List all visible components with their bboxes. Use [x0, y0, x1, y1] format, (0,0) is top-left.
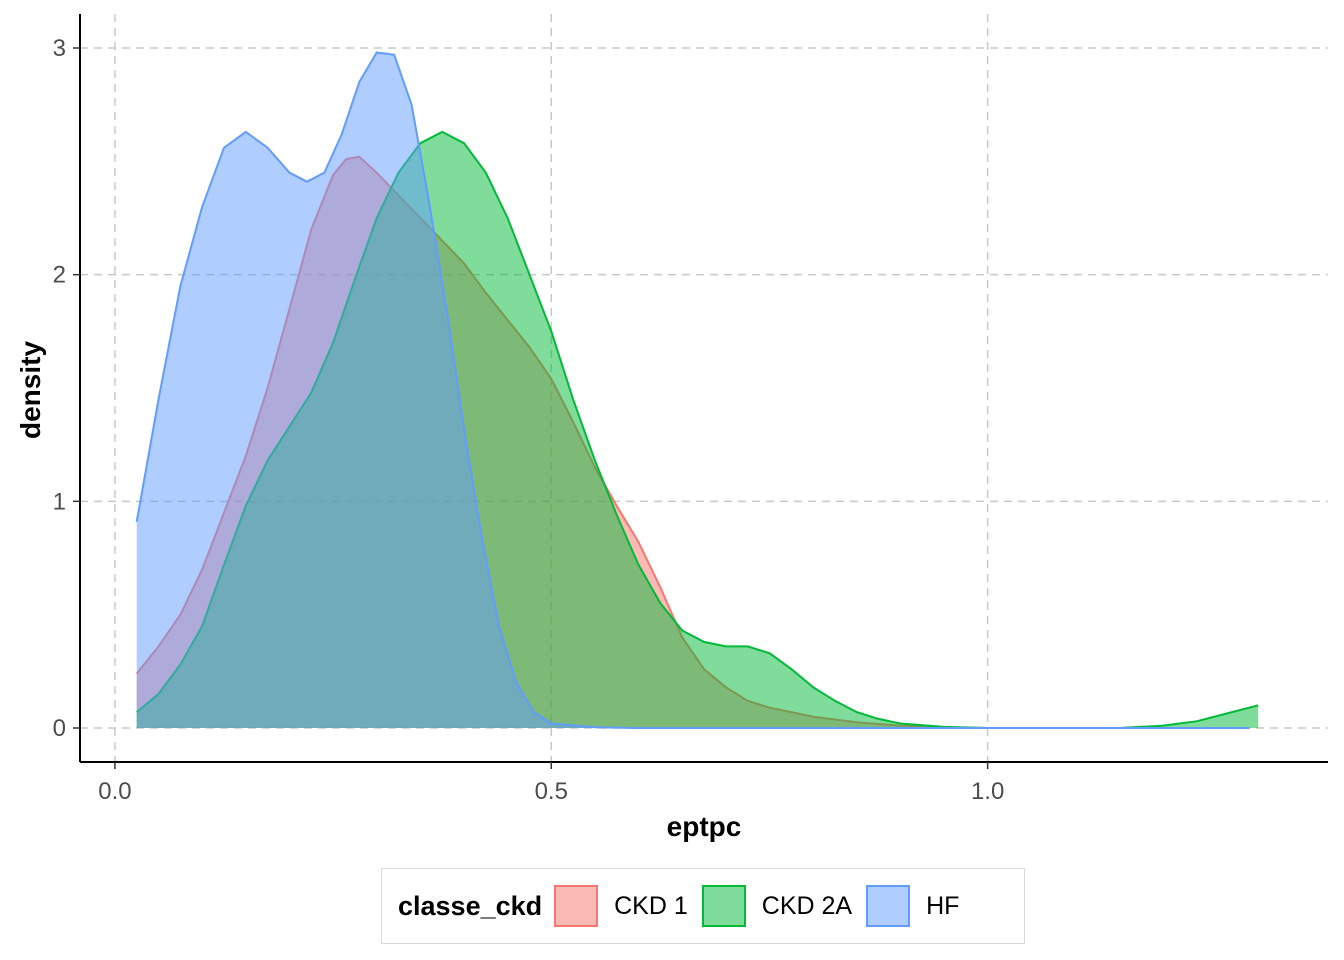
legend-swatch-ckd-2a	[701, 885, 746, 927]
legend-item-ckd-2a: CKD 2A	[701, 885, 853, 927]
legend-item-hf: HF	[866, 885, 959, 927]
y-tick-label-3: 3	[53, 35, 66, 62]
legend-label-hf: HF	[926, 891, 960, 920]
x-axis-title: eptpc	[667, 811, 742, 842]
y-axis-title: density	[15, 341, 46, 439]
x-tick-label-2: 1.0	[971, 778, 1004, 805]
y-tick-label-0: 0	[53, 715, 66, 742]
ticks: 0.0 0.5 1.0 0 1 2 3	[53, 35, 1005, 805]
y-tick-label-1: 1	[53, 488, 66, 515]
legend-item-ckd-1: CKD 1	[554, 885, 688, 927]
legend-label-ckd-2a: CKD 2A	[761, 891, 853, 920]
x-tick-label-0: 0.0	[98, 778, 131, 805]
legend-title: classe_ckd	[398, 890, 543, 921]
density-area-hf	[136, 52, 1250, 728]
legend-label-ckd-1: CKD 1	[614, 891, 688, 920]
density-line-hf	[135, 51, 1250, 729]
legend-swatch-hf	[866, 885, 911, 927]
legend-swatch-ckd-1	[554, 885, 599, 927]
legend: classe_ckd CKD 1 CKD 2A HF	[381, 868, 1025, 944]
x-tick-label-1: 0.5	[535, 778, 568, 805]
y-tick-label-2: 2	[53, 262, 66, 289]
density-areas	[135, 51, 1259, 729]
